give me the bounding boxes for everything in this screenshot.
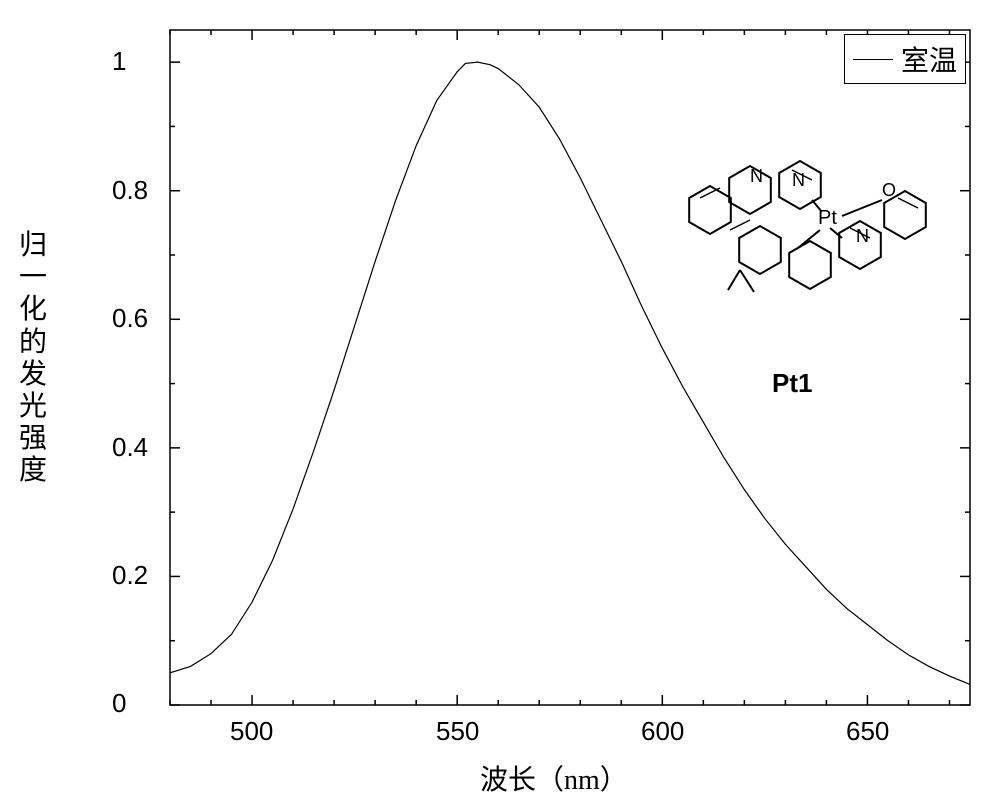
svg-text:N: N xyxy=(856,226,869,246)
x-tick-label: 650 xyxy=(846,716,889,747)
legend-label: 室温 xyxy=(901,39,957,79)
y-tick-label: 0.2 xyxy=(112,560,148,591)
series-Pt1 xyxy=(170,62,970,684)
y-tick-label: 0.6 xyxy=(112,303,148,334)
svg-text:N: N xyxy=(750,166,763,186)
chart-container: 归一化的发光强度 波长（nm） 室温 Pt1 0 0.2 0.4 0.6 0.8… xyxy=(0,0,1000,805)
y-tick-label: 1 xyxy=(112,46,126,77)
y-tick-label: 0.4 xyxy=(112,432,148,463)
x-axis-label: 波长（nm） xyxy=(480,758,628,798)
legend: 室温 xyxy=(844,34,966,84)
x-tick-label: 600 xyxy=(641,716,684,747)
x-tick-label: 500 xyxy=(230,716,273,747)
y-axis-label-text: 归一化的发光强度 xyxy=(19,230,47,486)
y-tick-label: 0 xyxy=(112,688,126,719)
y-tick-label: 0.8 xyxy=(112,175,148,206)
x-tick-label: 550 xyxy=(436,716,479,747)
svg-text:N: N xyxy=(792,170,805,190)
plot-svg: PtNNNO xyxy=(0,0,1000,805)
legend-line-sample xyxy=(853,59,893,60)
inset-molecule: PtNNNO xyxy=(689,161,926,292)
x-axis-label-text: 波长（nm） xyxy=(480,765,628,796)
svg-text:O: O xyxy=(882,180,896,200)
y-axis-label: 归一化的发光强度 xyxy=(18,230,48,488)
inset-molecule-label: Pt1 xyxy=(772,368,812,399)
